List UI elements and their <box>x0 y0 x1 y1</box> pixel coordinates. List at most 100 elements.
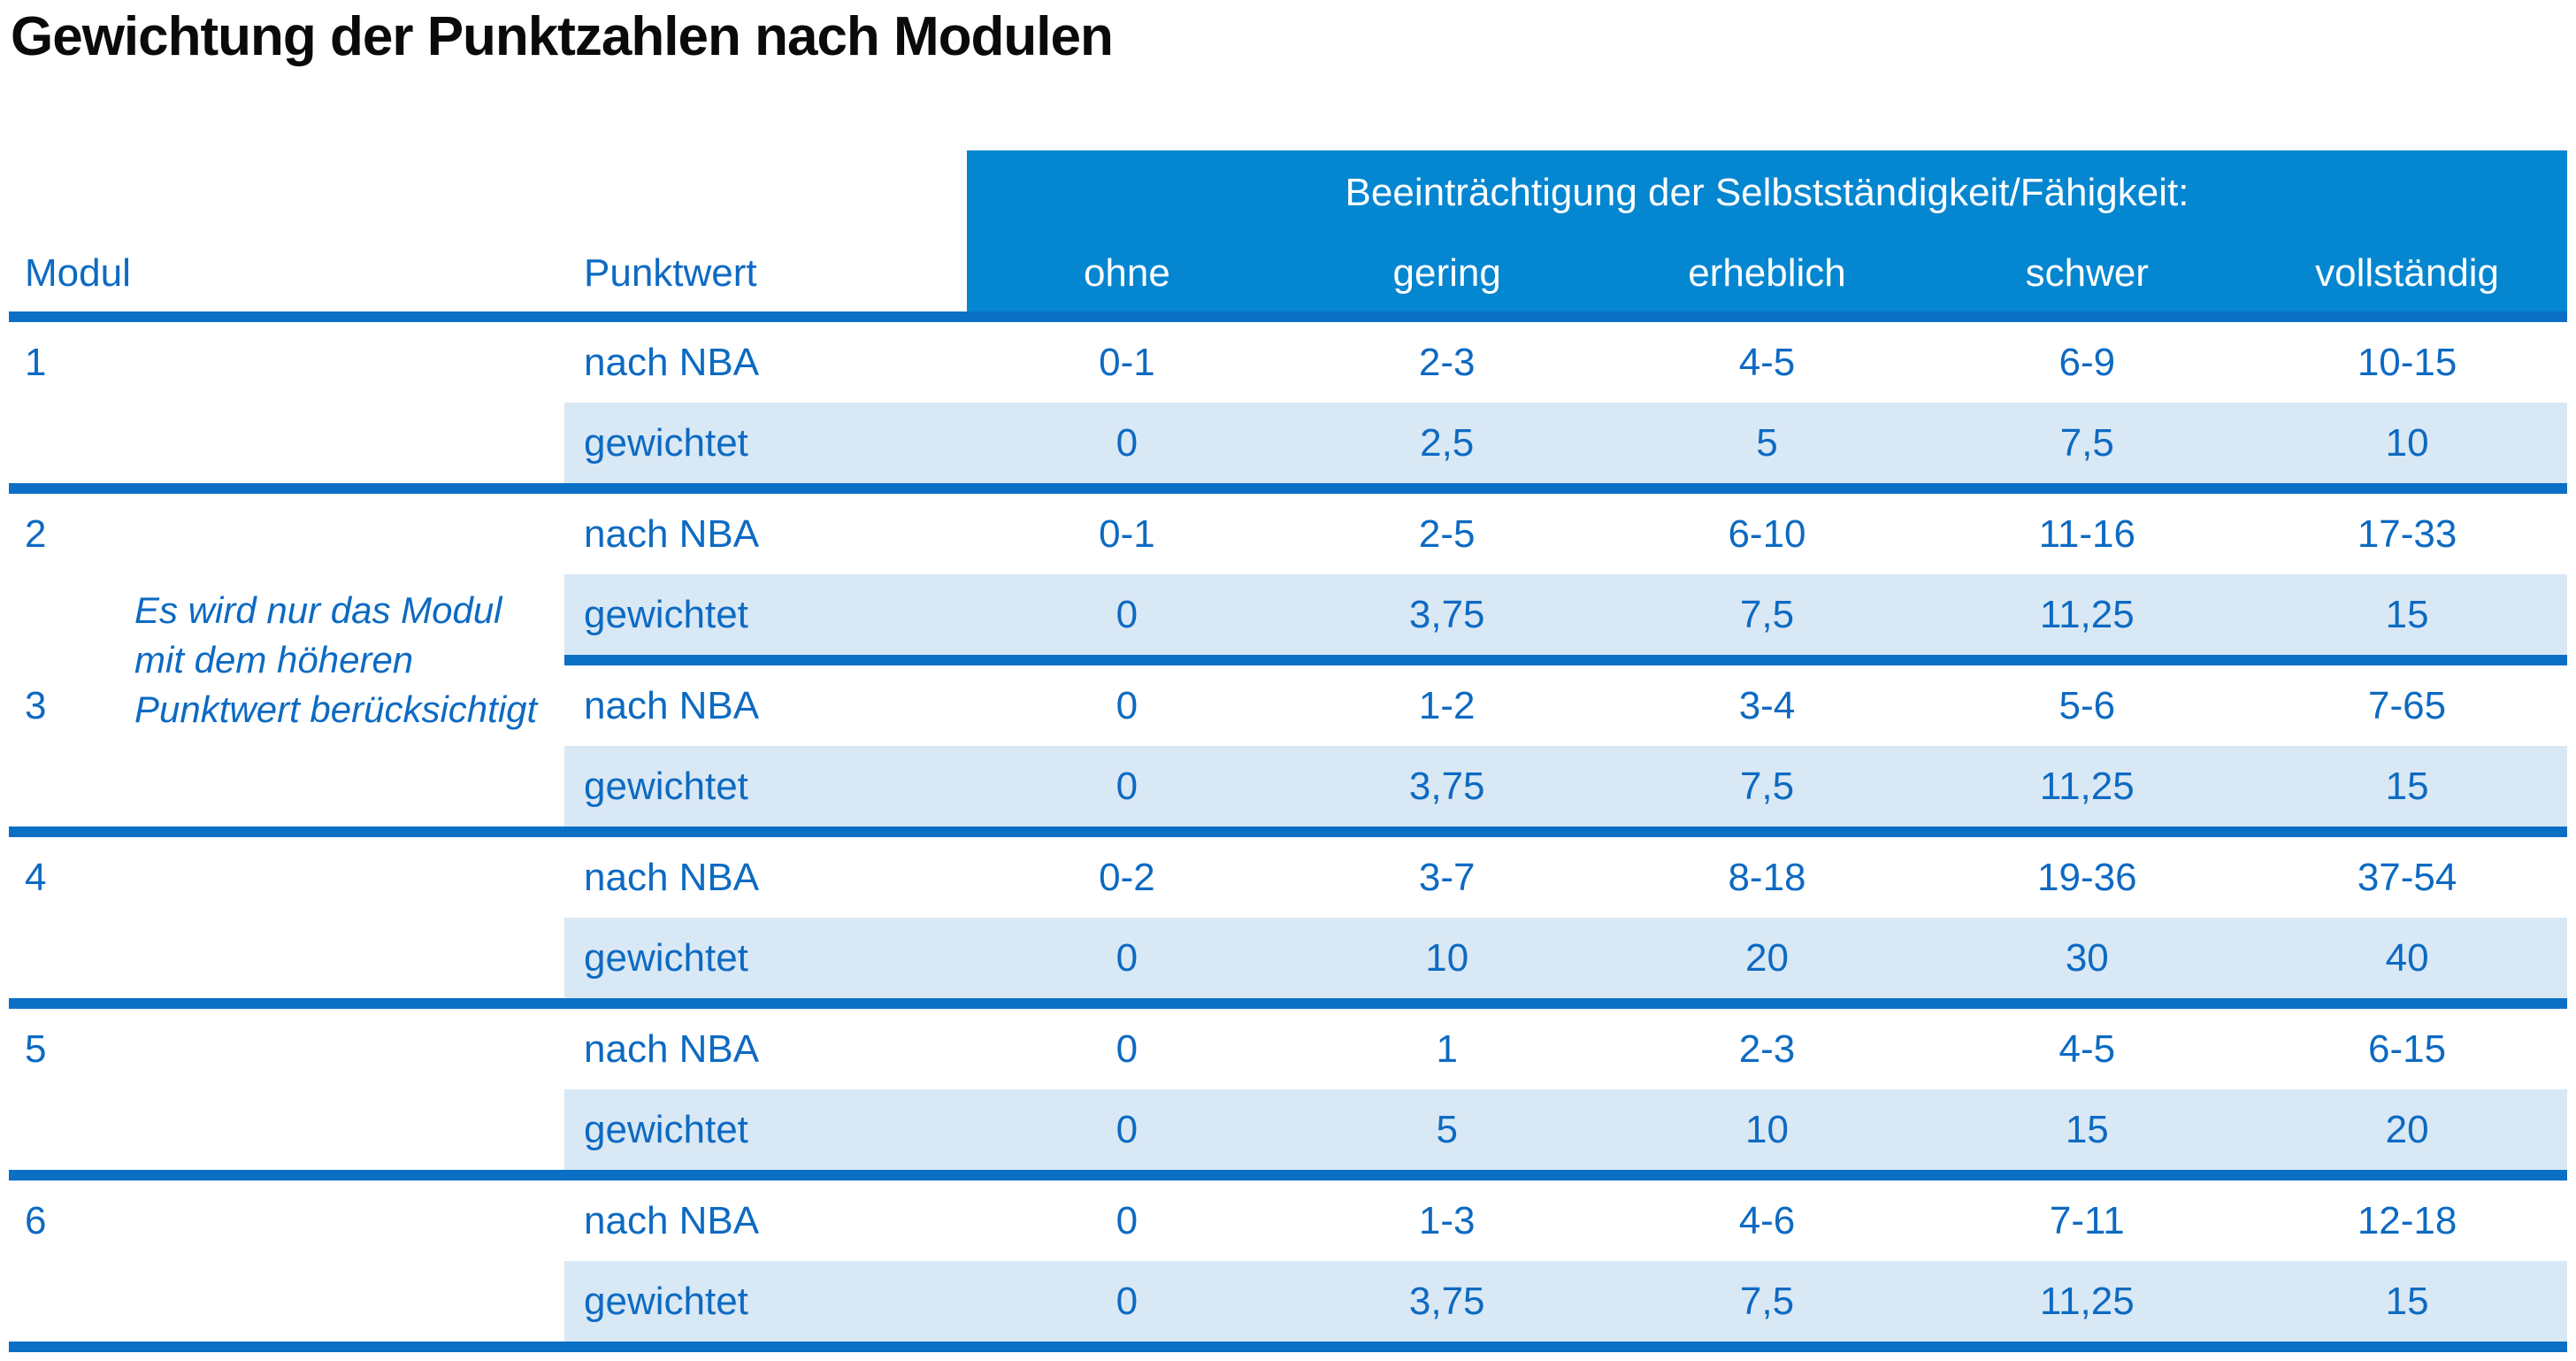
value-cell: 0 <box>967 918 1287 998</box>
value-cell: 7,5 <box>1606 1261 1928 1342</box>
value-cell: 4-5 <box>2058 1027 2116 1071</box>
level-header-vollstaendig: vollständig <box>2315 251 2500 295</box>
row-label-gewichtet: gewichtet <box>564 1089 967 1170</box>
value-cell: 12-18 <box>2357 1198 2457 1242</box>
value-cell: 0 <box>967 403 1287 483</box>
row-label-nach-nba: nach NBA <box>584 1198 760 1242</box>
note-line: Es wird nur das Modul <box>134 589 502 631</box>
module-2-3-note: Es wird nur das Modul mit dem höheren Pu… <box>134 586 537 734</box>
row-label-nach-nba: nach NBA <box>584 855 760 899</box>
note-line: mit dem höheren <box>134 639 414 680</box>
value-cell: 0 <box>967 574 1287 655</box>
value-cell: 7,5 <box>1606 574 1928 655</box>
module-4-nba-row: 4 nach NBA 0-2 3-7 8-18 19-36 37-54 <box>9 837 2567 918</box>
value-cell: 5 <box>1286 1089 1607 1170</box>
value-cell: 0 <box>1116 1027 1138 1071</box>
value-cell: 3,75 <box>1286 574 1607 655</box>
value-cell: 2,5 <box>1286 403 1607 483</box>
level-header-schwer: schwer <box>2025 251 2149 295</box>
value-cell: 11-16 <box>2038 511 2135 556</box>
module-3-weighted-row: gewichtet 0 3,75 7,5 11,25 15 <box>9 746 2567 827</box>
module-divider-partial <box>564 655 2567 665</box>
value-cell: 3-7 <box>1418 855 1476 899</box>
value-cell: 40 <box>2247 918 2567 998</box>
module-divider <box>9 827 2567 837</box>
value-cell: 11,25 <box>1927 746 2248 827</box>
value-cell: 3-4 <box>1738 683 1796 727</box>
value-cell: 0-1 <box>1099 340 1155 384</box>
row-label-nach-nba: nach NBA <box>584 1027 760 1071</box>
module-number: 6 <box>25 1198 47 1242</box>
module-1-weighted-row: gewichtet 0 2,5 5 7,5 10 <box>9 403 2567 483</box>
value-cell: 0 <box>1116 683 1138 727</box>
value-cell: 1-3 <box>1418 1198 1476 1242</box>
value-cell: 20 <box>1606 918 1928 998</box>
value-cell: 15 <box>2247 1261 2567 1342</box>
level-header-erheblich: erheblich <box>1688 251 1846 295</box>
value-cell: 10 <box>1606 1089 1928 1170</box>
value-cell: 2-5 <box>1418 511 1476 556</box>
level-header-row: ohne gering erheblich schwer vollständig <box>967 221 2567 311</box>
level-header-ohne: ohne <box>1083 251 1170 295</box>
value-cell: 0 <box>1116 1198 1138 1242</box>
value-cell: 15 <box>1927 1089 2248 1170</box>
value-cell: 4-6 <box>1738 1198 1796 1242</box>
module-6-nba-row: 6 nach NBA 0 1-3 4-6 7-11 12-18 <box>9 1180 2567 1261</box>
empty-cell <box>9 1261 564 1342</box>
module-2-nba-row: 2 nach NBA 0-1 2-5 6-10 11-16 17-33 <box>9 494 2567 574</box>
value-cell: 3,75 <box>1286 746 1607 827</box>
value-cell: 6-15 <box>2368 1027 2447 1071</box>
row-label-nach-nba: nach NBA <box>584 340 760 384</box>
value-cell: 6-10 <box>1728 511 1806 556</box>
empty-cell <box>9 918 564 998</box>
value-cell: 15 <box>2247 746 2567 827</box>
row-label-gewichtet: gewichtet <box>564 574 967 655</box>
value-cell: 7,5 <box>1606 746 1928 827</box>
module-number: 3 <box>25 683 47 727</box>
impairment-header: Beeinträchtigung der Selbstständigkeit/F… <box>1345 171 2189 214</box>
module-1-nba-row: 1 nach NBA 0-1 2-3 4-5 6-9 10-15 <box>9 322 2567 403</box>
row-label-nach-nba: nach NBA <box>584 683 760 727</box>
header-divider <box>9 311 2567 322</box>
value-cell: 0 <box>967 1089 1287 1170</box>
value-cell: 0-1 <box>1099 511 1155 556</box>
empty-cell <box>9 1089 564 1170</box>
row-label-gewichtet: gewichtet <box>564 1261 967 1342</box>
module-2-weighted-row: gewichtet 0 3,75 7,5 11,25 15 <box>9 574 2567 655</box>
value-cell: 5-6 <box>2058 683 2116 727</box>
module-divider <box>9 998 2567 1009</box>
value-cell: 2-3 <box>1418 340 1476 384</box>
value-cell: 15 <box>2247 574 2567 655</box>
level-header-gering: gering <box>1392 251 1501 295</box>
value-cell: 17-33 <box>2357 511 2457 556</box>
value-cell: 4-5 <box>1738 340 1796 384</box>
value-cell: 11,25 <box>1927 1261 2248 1342</box>
module-5-weighted-row: gewichtet 0 5 10 15 20 <box>9 1089 2567 1170</box>
note-line: Punktwert berücksichtigt <box>134 688 538 730</box>
empty-cell <box>9 403 564 483</box>
row-label-gewichtet: gewichtet <box>564 746 967 827</box>
module-4-weighted-row: gewichtet 0 10 20 30 40 <box>9 918 2567 998</box>
value-cell: 3,75 <box>1286 1261 1607 1342</box>
module-number: 2 <box>25 511 47 556</box>
value-cell: 5 <box>1606 403 1928 483</box>
row-label-gewichtet: gewichtet <box>564 403 967 483</box>
table-header-row: Modul Punktwert Beeinträchtigung der Sel… <box>9 150 2567 311</box>
value-cell: 19-36 <box>2037 855 2137 899</box>
module-number: 4 <box>25 855 47 899</box>
row-label-nach-nba: nach NBA <box>584 511 760 556</box>
value-cell: 0-2 <box>1099 855 1155 899</box>
value-cell: 7,5 <box>1927 403 2248 483</box>
module-divider <box>9 1170 2567 1180</box>
column-header-punktwert: Punktwert <box>584 251 757 295</box>
module-3-nba-row: 3 nach NBA 0 1-2 3-4 5-6 7-65 <box>9 665 2567 746</box>
value-cell: 20 <box>2247 1089 2567 1170</box>
value-cell: 8-18 <box>1728 855 1806 899</box>
module-number: 5 <box>25 1027 47 1071</box>
column-header-modul: Modul <box>25 251 131 295</box>
row-label-gewichtet: gewichtet <box>564 918 967 998</box>
value-cell: 0 <box>967 746 1287 827</box>
value-cell: 37-54 <box>2357 855 2457 899</box>
page-title: Gewichtung der Punktzahlen nach Modulen <box>11 6 1114 67</box>
